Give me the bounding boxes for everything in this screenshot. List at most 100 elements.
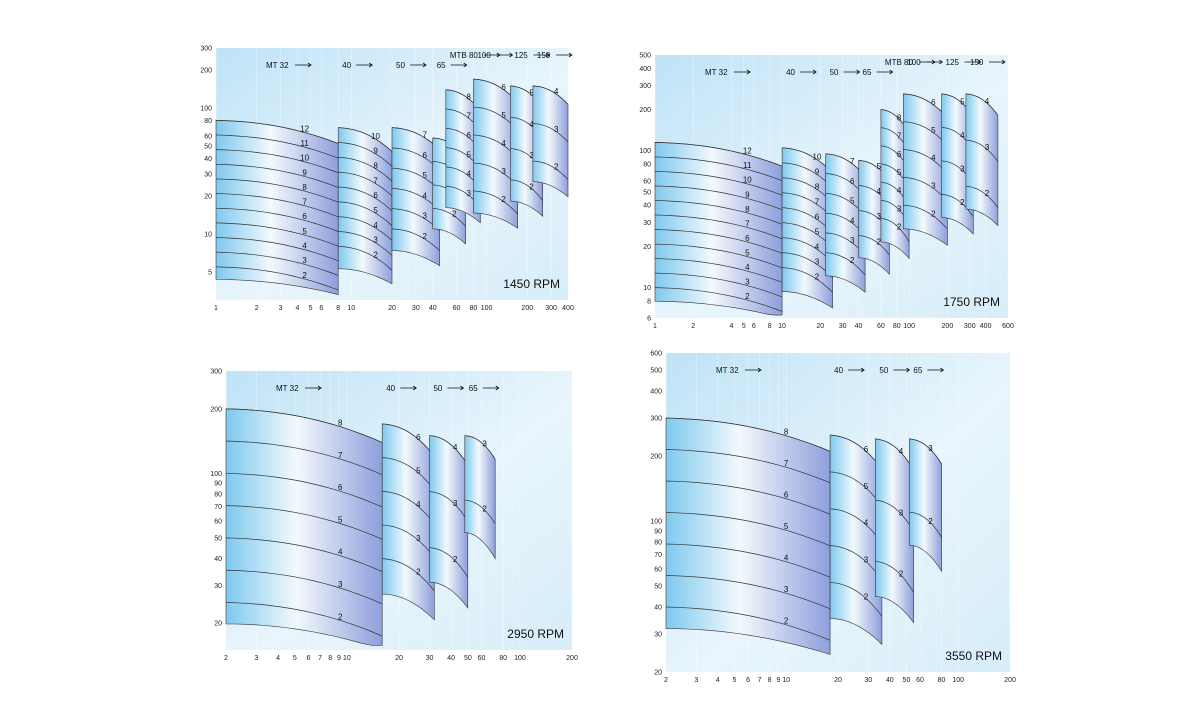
stage-curve (225, 537, 383, 572)
rpm-label: 1750 RPM (943, 295, 1000, 309)
model-arrow (410, 62, 427, 68)
x-tick-label: 400 (562, 305, 574, 312)
x-tick-label: 10 (778, 323, 786, 330)
stage-label: 8 (373, 162, 378, 171)
pump-family-area (215, 119, 339, 295)
model-arrow (450, 62, 468, 68)
stage-curve (338, 231, 393, 256)
stage-label: 5 (745, 248, 750, 257)
stage-label: 5 (302, 227, 307, 236)
stage-label: 12 (300, 124, 309, 133)
x-tick-label: 100 (481, 305, 493, 312)
stage-curve (782, 207, 833, 233)
model-label: 50 (396, 61, 405, 70)
model-arrow (400, 385, 417, 391)
model-label: 65 (437, 61, 446, 70)
stage-label: 3 (985, 143, 990, 152)
stage-label: 5 (467, 150, 472, 159)
stage-label: 4 (453, 443, 458, 452)
y-tick-label: 70 (214, 504, 222, 511)
y-tick-label: 200 (210, 406, 222, 413)
model-label: 125 (946, 58, 960, 67)
stage-curve (338, 186, 393, 212)
y-tick-label: 40 (204, 156, 212, 163)
stage-label: 3 (931, 182, 936, 191)
stage-curve (830, 545, 883, 580)
stage-label: 4 (985, 97, 990, 106)
pump-family: 2 3 4 5 6 7 (391, 127, 440, 267)
stage-curve (391, 228, 440, 251)
x-tick-label: 4 (276, 655, 280, 662)
x-tick-label: 10 (782, 677, 790, 684)
stage-label: 7 (784, 459, 789, 468)
y-tick-label: 10 (204, 232, 212, 239)
pump-family: 2 3 4 5 6 (381, 423, 435, 621)
y-tick-label: 200 (639, 107, 651, 114)
stage-label: 3 (815, 257, 820, 266)
stage-curve (875, 561, 914, 593)
stage-curve (965, 139, 999, 162)
pump-family: 2 3 4 (532, 85, 569, 198)
stage-curve (965, 185, 999, 208)
stage-label: 4 (815, 242, 820, 251)
stage-curve (654, 214, 783, 240)
model-label: 150 (537, 51, 551, 60)
stage-curve (338, 216, 393, 241)
stage-label: 5 (423, 171, 428, 180)
stage-label: 2 (784, 617, 789, 626)
stage-label: 4 (960, 131, 965, 140)
model-label: MT 32 (276, 384, 299, 393)
stage-label: 10 (813, 153, 822, 162)
y-tick-label: 200 (650, 454, 662, 461)
x-tick-label: 200 (942, 323, 954, 330)
pump-family-area (875, 438, 914, 624)
stage-curve (338, 142, 393, 167)
chart-2950-rpm: 2 3 4 5 6 7 8 9 10 20 30 40 50 60 80 100 200 20 30 40 50 60 70… (0, 361, 600, 722)
model-arrow (295, 62, 312, 68)
stage-curve (665, 449, 831, 484)
x-tick-label: 80 (938, 677, 946, 684)
stage-label: 4 (745, 263, 750, 272)
stage-label: 2 (482, 504, 487, 513)
x-tick-label: 5 (732, 677, 736, 684)
stage-label: 3 (554, 125, 559, 134)
pump-family-area (532, 85, 569, 198)
stage-label: 6 (338, 483, 343, 492)
stage-label: 6 (864, 445, 869, 454)
stage-curve (532, 160, 569, 180)
stage-label: 4 (850, 216, 855, 225)
model-label: 40 (342, 61, 351, 70)
x-tick-label: 80 (893, 323, 901, 330)
chart-1450-rpm-svg: 1 2 3 4 5 6 8 10 20 30 40 60 80 100 200 300 400510203040… (200, 46, 574, 313)
y-tick-label: 500 (639, 53, 651, 60)
model-arrow (482, 385, 500, 391)
x-tick-label: 200 (521, 305, 533, 312)
stage-curve (382, 558, 435, 592)
stage-curve (532, 85, 569, 105)
stage-label: 10 (300, 154, 309, 163)
stage-curve (391, 188, 440, 211)
stage-label: 6 (815, 212, 820, 221)
stage-label: 3 (529, 151, 534, 160)
stage-curve (225, 408, 383, 443)
stage-label: 2 (850, 256, 855, 265)
stage-curve (391, 127, 440, 150)
stage-label: 2 (423, 232, 428, 241)
stage-curve (782, 162, 833, 188)
pump-family: 2 3 4 5 (941, 93, 974, 235)
pump-family: 2 3 4 5 6 7 8 (665, 417, 831, 655)
y-tick-label: 50 (654, 584, 662, 591)
x-tick-label: 3 (694, 677, 698, 684)
stage-label: 2 (876, 237, 881, 246)
stage-curve (338, 156, 393, 182)
stage-label: 4 (864, 519, 869, 528)
y-tick-label: 90 (654, 528, 662, 535)
x-tick-label: 30 (412, 305, 420, 312)
x-tick-label: 7 (318, 655, 322, 662)
stage-label: 3 (745, 277, 750, 286)
y-tick-label: 80 (204, 118, 212, 125)
x-tick-label: 60 (916, 677, 924, 684)
stage-curve (382, 524, 435, 558)
stage-label: 3 (501, 167, 506, 176)
model-label: 100 (907, 58, 921, 67)
